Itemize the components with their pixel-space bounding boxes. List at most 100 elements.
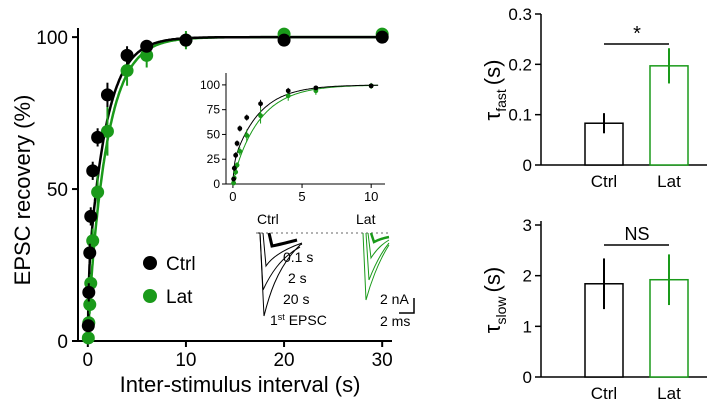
- main-y-tick-label: 0: [57, 332, 68, 353]
- trace-lat-label: Lat: [356, 211, 376, 227]
- inset-chart: 0 25 50 75 100 0 5 10: [200, 73, 385, 204]
- main-point-ctrl: [140, 39, 154, 53]
- tau-slow-symbol: τ: [480, 324, 505, 333]
- lat-trace-first: [362, 232, 390, 301]
- inset-x-tick-label: 0: [229, 189, 236, 204]
- main-point-lat: [81, 331, 95, 345]
- inset-point-ctrl: [234, 140, 240, 146]
- inset-point-lat: [231, 180, 237, 186]
- inset-point-ctrl: [237, 126, 243, 131]
- inset-point-lat: [285, 93, 291, 99]
- inset-fit-lat: [232, 84, 379, 185]
- legend-lat-marker: [143, 289, 157, 303]
- trace-scale-bar: [399, 298, 415, 314]
- tau-slow-y-tick-label: 1: [523, 317, 532, 336]
- trace-first-epsc: 1st EPSC: [270, 312, 327, 328]
- main-point-lat: [120, 64, 134, 78]
- trace-interval-2s: 2 s: [288, 270, 307, 286]
- main-point-ctrl: [120, 48, 134, 62]
- inset-y-tick-label: 0: [213, 177, 220, 191]
- legend-lat-label: Lat: [166, 287, 193, 308]
- main-point-lat: [86, 234, 100, 248]
- inset-point-ctrl: [313, 85, 319, 91]
- trace-interval-01s: 0.1 s: [283, 249, 313, 265]
- main-y-tick-label: 100: [36, 28, 68, 49]
- inset-fit-ctrl: [232, 84, 379, 184]
- main-x-tick-label: 0: [83, 350, 94, 371]
- tau-slow-y-tick-label: 3: [523, 216, 532, 235]
- main-x-tick-label: 10: [175, 350, 196, 371]
- legend-ctrl-marker: [143, 256, 157, 270]
- inset-point-lat: [258, 113, 263, 119]
- inset-y-tick-label: 100: [200, 78, 220, 92]
- epsc-traces: Ctrl Lat 0.1 s 2 s 20 s 1st EPSC 2 nA 2 …: [256, 211, 415, 329]
- trace-scale-y: 2 nA: [380, 291, 409, 307]
- trace-scale-x: 2 ms: [380, 313, 410, 329]
- inset-point-ctrl: [244, 115, 250, 120]
- trace-first-epsc-sup: st: [278, 312, 286, 322]
- main-x-tick-label: 20: [273, 350, 294, 371]
- inset-point-lat: [244, 133, 250, 138]
- ctrl-trace-01s: [267, 232, 298, 248]
- ctrl-trace-2s: [262, 232, 303, 268]
- tau-slow-category-label: Ctrl: [591, 384, 617, 403]
- legend-ctrl-label: Ctrl: [166, 254, 196, 275]
- tau-slow-y-label: τslow (s): [480, 267, 509, 333]
- tau-slow-unit: (s): [480, 267, 505, 293]
- main-y-label: EPSC recovery (%): [10, 95, 35, 286]
- lat-trace-20s: [365, 232, 390, 281]
- tau-slow-category-label: Lat: [657, 384, 681, 403]
- inset-y-tick-label: 75: [207, 103, 221, 117]
- tau-fast-subscript: fast: [493, 89, 509, 112]
- inset-point-lat: [237, 148, 243, 154]
- inset-y-tick-label: 25: [207, 152, 221, 166]
- main-point-ctrl: [277, 33, 291, 47]
- tau-fast-y-tick-label: 0.2: [508, 55, 532, 74]
- tau-fast-category-label: Ctrl: [591, 172, 617, 191]
- tau-slow-subscript: slow: [493, 296, 509, 325]
- main-point-ctrl: [83, 246, 97, 260]
- main-point-ctrl: [86, 164, 100, 178]
- main-point-ctrl: [179, 33, 193, 47]
- tau-fast-y-label: τfast (s): [480, 60, 509, 121]
- tau-fast-significance: *: [633, 23, 641, 45]
- inset-point-ctrl: [368, 83, 374, 89]
- tau-fast-y-tick-label: 0.1: [508, 106, 532, 125]
- tau-fast-y-tick-label: 0.3: [508, 5, 532, 24]
- tau-slow-y-tick-label: 0: [523, 368, 532, 387]
- ctrl-trace-20s: [259, 232, 301, 291]
- lat-trace-01s: [369, 232, 390, 244]
- main-point-lat: [83, 298, 97, 312]
- main-point-ctrl: [375, 30, 389, 44]
- main-point-ctrl: [82, 285, 96, 299]
- tau-fast-bar-lat: [649, 65, 689, 166]
- trace-first-epsc-rest: EPSC: [285, 312, 327, 328]
- main-y-tick-label: 50: [47, 180, 68, 201]
- tau-fast-y-tick-label: 0: [523, 156, 532, 175]
- inset-point-ctrl: [258, 101, 263, 107]
- tau-slow-y-tick-label: 2: [523, 267, 532, 286]
- inset-x-tick-label: 10: [364, 189, 378, 204]
- inset-point-ctrl: [285, 88, 291, 94]
- main-point-ctrl: [84, 209, 98, 223]
- inset-point-ctrl: [233, 152, 239, 158]
- inset-point-ctrl: [231, 176, 237, 182]
- main-point-lat: [91, 185, 105, 199]
- main-point-ctrl: [81, 319, 95, 333]
- lat-trace-2s: [367, 232, 390, 260]
- tau-slow-chart: 0 1 2 3 Ctrl Lat τslow (s) NS: [480, 216, 707, 403]
- main-x-tick-label: 30: [372, 350, 393, 371]
- main-point-ctrl: [100, 88, 114, 102]
- inset-y-tick-label: 50: [207, 127, 221, 141]
- tau-slow-significance: NS: [624, 224, 649, 244]
- main-point-ctrl: [91, 130, 105, 144]
- tau-fast-symbol: τ: [480, 111, 505, 120]
- trace-ctrl-label: Ctrl: [257, 211, 279, 227]
- tau-fast-category-label: Lat: [657, 172, 681, 191]
- main-point-lat: [100, 124, 114, 138]
- tau-fast-unit: (s): [480, 60, 505, 86]
- trace-interval-20s: 20 s: [283, 291, 309, 307]
- main-point-lat: [140, 48, 154, 62]
